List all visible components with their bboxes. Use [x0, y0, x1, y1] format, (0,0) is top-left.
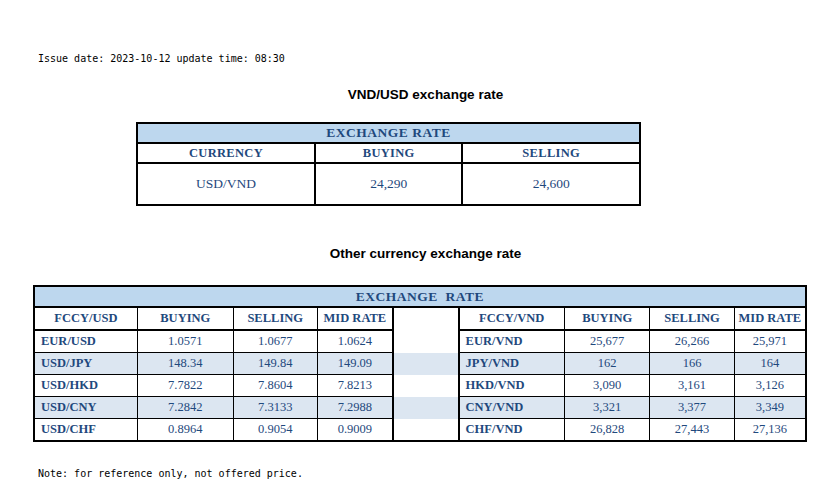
other-table-header-row: FCCY/USD BUYING SELLING MID RATE FCCY/VN…	[34, 307, 806, 330]
mid-rate-cell: 0.9009	[317, 419, 393, 442]
buying-rate-cell: 148.34	[137, 353, 233, 375]
note-line: Note: for reference only, not offered pr…	[38, 468, 303, 479]
header-midrate-usd: MID RATE	[317, 307, 393, 330]
gap-cell	[393, 353, 459, 375]
currency-pair-cell: CHF/VND	[459, 419, 565, 442]
selling-rate-cell: 26,266	[650, 330, 734, 353]
other-table-banner-row: EXCHANGE RATE	[34, 286, 806, 307]
header-midrate-vnd: MID RATE	[734, 307, 806, 330]
rate-row: USD/JPY148.34149.84149.09 JPY/VND16216616…	[34, 353, 806, 375]
header-buying: BUYING	[315, 143, 462, 163]
selling-rate-cell: 3,377	[650, 397, 734, 419]
header-buying-vnd: BUYING	[564, 307, 650, 330]
mid-rate-cell: 25,971	[734, 330, 806, 353]
currency-pair-cell: USD/JPY	[34, 353, 137, 375]
issue-date-line: Issue date: 2023-10-12 update time: 08:3…	[38, 53, 285, 64]
selling-rate-cell: 7.3133	[233, 397, 317, 419]
selling-rate-cell: 3,161	[650, 375, 734, 397]
other-rate-table-container: EXCHANGE RATE FCCY/USD BUYING SELLING MI…	[33, 285, 807, 442]
gap-cell	[393, 419, 459, 442]
other-table-banner: EXCHANGE RATE	[34, 286, 806, 307]
usd-table-title: VND/USD exchange rate	[8, 87, 835, 102]
currency-pair-cell: JPY/VND	[459, 353, 565, 375]
rate-row: USD/CHF0.89640.90540.9009CHF/VND26,82827…	[34, 419, 806, 442]
header-gap-cell	[393, 307, 459, 330]
header-selling-usd: SELLING	[233, 307, 317, 330]
buying-rate-cell: 25,677	[564, 330, 650, 353]
exchange-rate-report-page: Issue date: 2023-10-12 update time: 08:3…	[0, 0, 835, 497]
currency-pair-cell: USD/CHF	[34, 419, 137, 442]
usd-rate-table-container: EXCHANGE RATE CURRENCY BUYING SELLING US…	[136, 122, 641, 206]
currency-pair-cell: HKD/VND	[459, 375, 565, 397]
mid-rate-cell: 27,136	[734, 419, 806, 442]
header-buying-usd: BUYING	[137, 307, 233, 330]
buying-rate-cell: 26,828	[564, 419, 650, 442]
selling-rate-cell: 0.9054	[233, 419, 317, 442]
usd-table-banner: EXCHANGE RATE	[137, 123, 640, 143]
usd-table-banner-row: EXCHANGE RATE	[137, 123, 640, 143]
currency-pair-cell: EUR/USD	[34, 330, 137, 353]
other-rate-table: EXCHANGE RATE FCCY/USD BUYING SELLING MI…	[33, 285, 807, 442]
buying-rate-cell: 24,290	[315, 163, 462, 205]
header-selling-vnd: SELLING	[650, 307, 734, 330]
selling-rate-cell: 24,600	[462, 163, 640, 205]
mid-rate-cell: 3,349	[734, 397, 806, 419]
header-fccy-usd: FCCY/USD	[34, 307, 137, 330]
header-selling: SELLING	[462, 143, 640, 163]
mid-rate-cell: 7.8213	[317, 375, 393, 397]
gap-cell	[393, 375, 459, 397]
usd-rate-row: USD/VND 24,290 24,600	[137, 163, 640, 205]
currency-pair-cell: EUR/VND	[459, 330, 565, 353]
buying-rate-cell: 7.2842	[137, 397, 233, 419]
other-table-title: Other currency exchange rate	[8, 246, 835, 261]
currency-pair-cell: CNY/VND	[459, 397, 565, 419]
header-fccy-vnd: FCCY/VND	[459, 307, 565, 330]
usd-table-header-row: CURRENCY BUYING SELLING	[137, 143, 640, 163]
rate-row: EUR/USD1.05711.06771.0624 EUR/VND25,67726…	[34, 330, 806, 353]
selling-rate-cell: 7.8604	[233, 375, 317, 397]
gap-cell	[393, 397, 459, 419]
buying-rate-cell: 1.0571	[137, 330, 233, 353]
mid-rate-cell: 1.0624	[317, 330, 393, 353]
rate-row: USD/CNY7.28427.31337.2988CNY/VND3,3213,3…	[34, 397, 806, 419]
currency-pair-cell: USD/VND	[137, 163, 315, 205]
mid-rate-cell: 3,126	[734, 375, 806, 397]
mid-rate-cell: 164	[734, 353, 806, 375]
mid-rate-cell: 149.09	[317, 353, 393, 375]
selling-rate-cell: 149.84	[233, 353, 317, 375]
buying-rate-cell: 0.8964	[137, 419, 233, 442]
mid-rate-cell: 7.2988	[317, 397, 393, 419]
selling-rate-cell: 1.0677	[233, 330, 317, 353]
rate-row: USD/HKD7.78227.86047.8213HKD/VND3,0903,1…	[34, 375, 806, 397]
selling-rate-cell: 27,443	[650, 419, 734, 442]
selling-rate-cell: 166	[650, 353, 734, 375]
gap-cell	[393, 330, 459, 353]
currency-pair-cell: USD/HKD	[34, 375, 137, 397]
header-currency: CURRENCY	[137, 143, 315, 163]
usd-rate-table: EXCHANGE RATE CURRENCY BUYING SELLING US…	[136, 122, 641, 206]
buying-rate-cell: 7.7822	[137, 375, 233, 397]
other-table-body: EUR/USD1.05711.06771.0624EUR/VND25,67726…	[34, 330, 806, 441]
buying-rate-cell: 3,090	[564, 375, 650, 397]
buying-rate-cell: 162	[564, 353, 650, 375]
buying-rate-cell: 3,321	[564, 397, 650, 419]
currency-pair-cell: USD/CNY	[34, 397, 137, 419]
